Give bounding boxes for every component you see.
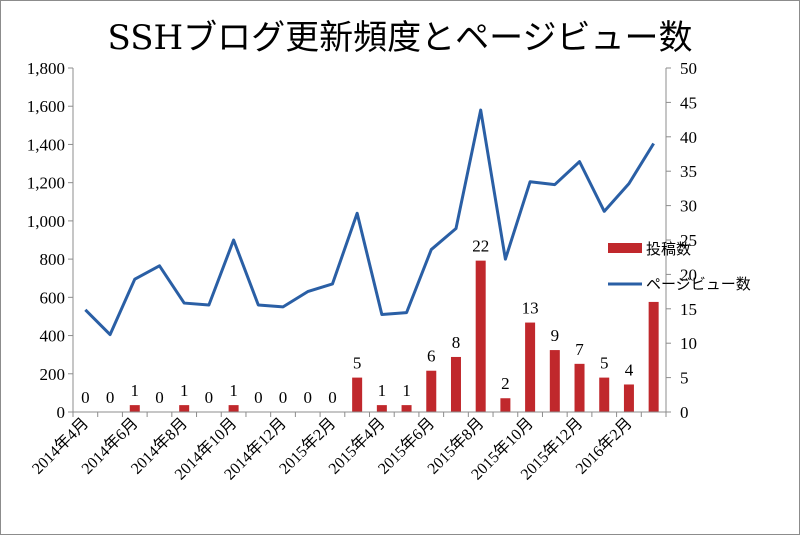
bar-data-label: 7 <box>575 340 584 359</box>
bar-post-count <box>500 398 511 412</box>
bar-data-label: 0 <box>81 388 90 407</box>
y-left-tick-label: 0 <box>57 403 66 422</box>
bar-data-label: 13 <box>522 299 539 318</box>
line-page-views <box>84 108 655 337</box>
bar-data-label: 0 <box>303 388 312 407</box>
y-left-tick-label: 1,000 <box>27 212 65 231</box>
bar-data-label: 22 <box>472 237 489 256</box>
y-right-tick-label: 45 <box>680 93 697 112</box>
bar-data-label: 0 <box>106 388 115 407</box>
bar-data-label: 1 <box>131 381 140 400</box>
bar-data-label: 0 <box>155 388 164 407</box>
bar-post-count <box>549 350 560 412</box>
bar-data-label: 0 <box>279 388 288 407</box>
bar-data-label: 9 <box>551 326 560 345</box>
bar-post-count <box>525 322 536 412</box>
bar-post-count <box>129 405 140 412</box>
bar-post-count <box>376 405 387 412</box>
y-right-tick-label: 30 <box>680 197 697 216</box>
bar-data-label: 8 <box>452 333 461 352</box>
y-right-tick-label: 40 <box>680 128 697 147</box>
legend-swatch-posts <box>608 243 642 253</box>
y-left-tick-label: 600 <box>40 288 66 307</box>
bar-post-count <box>401 405 412 412</box>
y-left-tick-label: 1,400 <box>27 135 65 154</box>
bar-post-count <box>623 384 634 412</box>
y-right-tick-label: 0 <box>680 403 689 422</box>
y-left-tick-label: 1,200 <box>27 174 65 193</box>
bar-data-label: 5 <box>353 354 362 373</box>
bar-data-label: 1 <box>180 381 189 400</box>
y-right-tick-label: 20 <box>680 265 697 284</box>
y-left-tick-label: 1,600 <box>27 97 65 116</box>
y-left-tick-label: 400 <box>40 327 66 346</box>
y-right-tick-label: 25 <box>680 231 697 250</box>
bar-post-count <box>574 363 585 412</box>
bar-data-label: 5 <box>600 354 609 373</box>
chart-title: SSHブログ更新頻度とページビュー数 <box>107 18 693 58</box>
bar-data-label: 0 <box>328 388 337 407</box>
bar-data-label: 1 <box>378 381 387 400</box>
bar-post-count <box>228 405 239 412</box>
bar-post-count <box>179 405 190 412</box>
bar-post-count <box>450 356 461 412</box>
bar-post-count <box>475 260 486 412</box>
y-left-tick-label: 800 <box>40 250 66 269</box>
y-left-tick-label: 200 <box>40 365 66 384</box>
bar-data-label: 4 <box>625 360 634 379</box>
y-right-tick-label: 10 <box>680 334 697 353</box>
bar-post-count <box>426 370 437 412</box>
legend-label-posts: 投稿数 <box>646 240 691 258</box>
bar-data-label: 6 <box>427 347 436 366</box>
y-left-tick-label: 1,800 <box>27 59 65 78</box>
bar-data-label: 1 <box>402 381 411 400</box>
y-right-tick-label: 35 <box>680 162 697 181</box>
bar-post-count <box>648 301 659 412</box>
y-right-tick-label: 15 <box>680 300 697 319</box>
y-right-tick-label: 50 <box>680 59 697 78</box>
bar-data-label: 1 <box>229 381 238 400</box>
y-right-tick-label: 5 <box>680 369 689 388</box>
bar-post-count <box>599 377 610 412</box>
bar-data-label: 0 <box>205 388 214 407</box>
bar-data-label: 2 <box>501 374 510 393</box>
legend-label-pageviews: ページビュー数 <box>646 275 751 293</box>
bar-data-label: 0 <box>254 388 263 407</box>
bar-post-count <box>352 377 363 412</box>
